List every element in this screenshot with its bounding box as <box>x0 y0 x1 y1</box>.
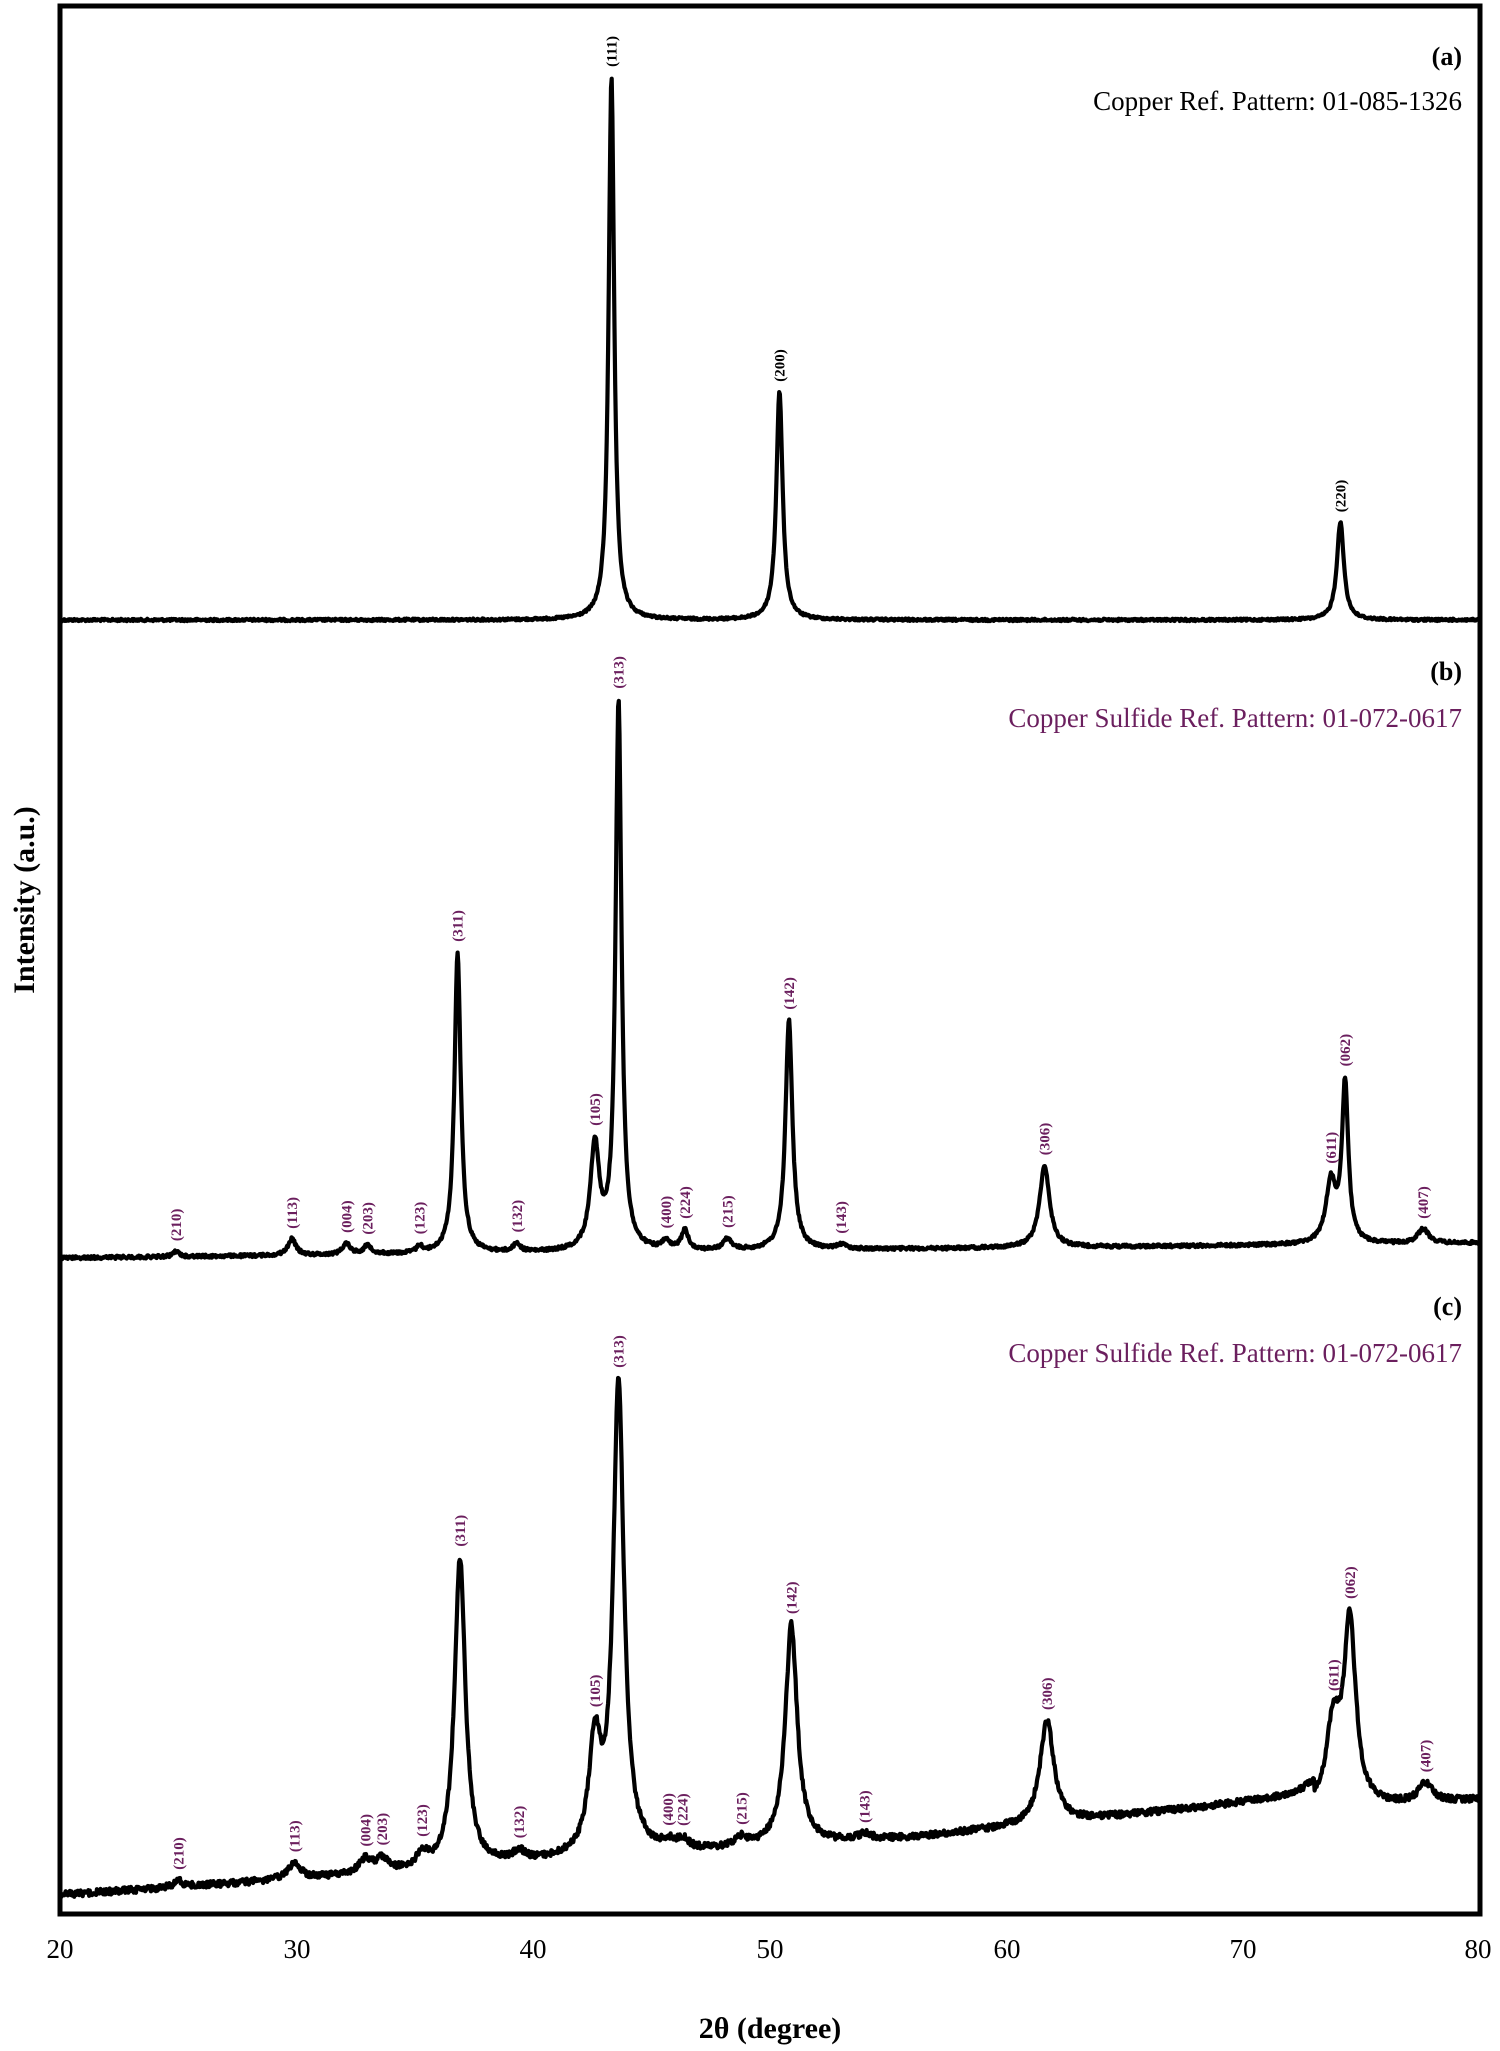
panel-b-peak-label: (311) <box>451 910 467 942</box>
panel-c-peak-label: (113) <box>287 1820 303 1852</box>
panel-a-peak-label: (220) <box>1333 480 1349 513</box>
panel-a-reference-label: Copper Ref. Pattern: 01-085-1326 <box>1093 86 1462 116</box>
plot-frame <box>57 3 1483 1917</box>
panel-c-peak-label: (306) <box>1040 1678 1056 1711</box>
panel-a-peak-label: (200) <box>773 349 789 382</box>
panel-b-peak-label: (313) <box>612 656 628 689</box>
panel-b-tag: (b) <box>1430 657 1462 686</box>
panel-c-peak-label: (215) <box>735 1792 751 1825</box>
panel-c-xrd-trace <box>57 1375 1483 1899</box>
panel-b-peak-label: (143) <box>834 1201 850 1234</box>
panel-c-peak-label: (400) <box>661 1793 677 1826</box>
x-axis-title: 2θ (degree) <box>699 2012 842 2045</box>
panel-c-peak-label: (004) <box>358 1814 374 1847</box>
panel-b-peak-label: (407) <box>1416 1186 1432 1219</box>
panel-c-peak-label: (105) <box>588 1675 604 1708</box>
x-tick-60: 60 <box>994 1934 1021 1964</box>
panel-c-peak-label: (313) <box>612 1335 628 1368</box>
x-tick-80: 80 <box>1465 1934 1492 1964</box>
panel-b-peak-label: (215) <box>720 1195 736 1228</box>
panel-c-peak-label: (224) <box>675 1793 691 1826</box>
panel-b-peak-label: (142) <box>782 977 798 1010</box>
panel-c-peak-label: (311) <box>453 1515 469 1547</box>
panel-b-xrd-trace <box>58 698 1482 1262</box>
panel-b-peak-label: (306) <box>1038 1123 1054 1156</box>
x-tick-20: 20 <box>47 1934 74 1964</box>
panel-b-peak-label: (224) <box>678 1186 694 1219</box>
x-tick-70: 70 <box>1230 1934 1257 1964</box>
panel-b-peak-label: (203) <box>361 1202 377 1235</box>
panel-a-peak-label: (111) <box>604 36 620 67</box>
panel-c-peak-label: (203) <box>375 1813 391 1846</box>
panel-b-peak-label: (113) <box>285 1197 301 1229</box>
x-tick-40: 40 <box>520 1934 547 1964</box>
panel-b-peak-label: (004) <box>339 1200 355 1233</box>
panel-c-peak-label: (123) <box>415 1804 431 1837</box>
y-axis-title: Intensity (a.u.) <box>8 806 41 994</box>
panel-b-peak-label: (400) <box>659 1196 675 1229</box>
panel-b-peak-label: (123) <box>413 1202 429 1235</box>
panel-c-peak-label: (210) <box>171 1837 187 1870</box>
panel-c-peak-label: (143) <box>858 1790 874 1823</box>
panel-c-peak-label: (142) <box>784 1582 800 1615</box>
panel-b-peak-label: (132) <box>510 1200 526 1233</box>
x-tick-50: 50 <box>757 1934 784 1964</box>
panel-c-peak-label: (132) <box>512 1806 528 1839</box>
panel-a-xrd-trace <box>58 76 1482 624</box>
panel-c-tag: (c) <box>1433 1292 1462 1321</box>
xrd-traces <box>57 76 1483 1899</box>
panel-c-peak-label: (611) <box>1326 1659 1342 1691</box>
x-tick-30: 30 <box>284 1934 311 1964</box>
panel-a-tag: (a) <box>1432 42 1462 71</box>
panel-b-peak-label: (062) <box>1338 1034 1354 1067</box>
panel-b-peak-label: (210) <box>169 1209 185 1242</box>
x-axis-ticks: 20 30 40 50 60 70 80 <box>47 1934 1492 1964</box>
panel-c-peak-label: (062) <box>1343 1566 1359 1599</box>
panel-b-peak-label: (611) <box>1324 1132 1340 1164</box>
panel-c-peak-label: (407) <box>1419 1740 1435 1773</box>
panel-c-reference-label: Copper Sulfide Ref. Pattern: 01-072-0617 <box>1008 1338 1462 1368</box>
peak-index-labels: (111)(200)(220)(210) (113) (004) (203) (123)… <box>169 36 1435 1870</box>
panel-b-peak-label: (105) <box>588 1093 604 1126</box>
panel-b-reference-label: Copper Sulfide Ref. Pattern: 01-072-0617 <box>1008 703 1462 733</box>
